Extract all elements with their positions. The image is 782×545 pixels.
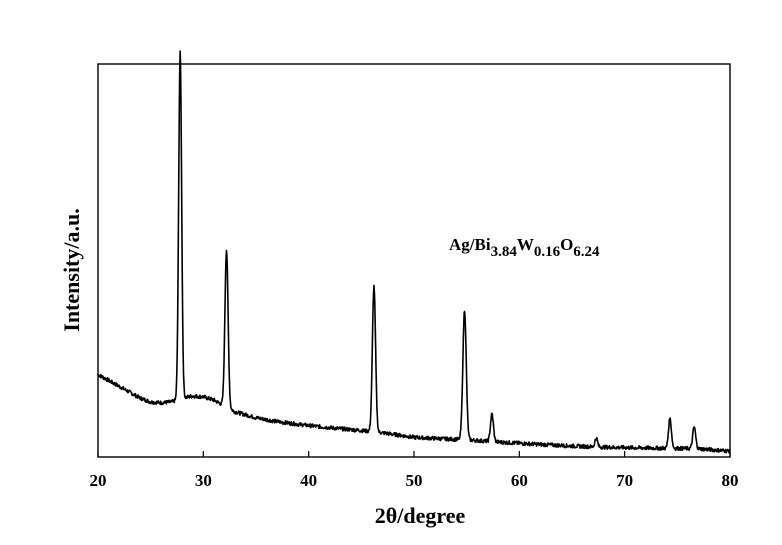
sample-label-text: O bbox=[560, 235, 573, 254]
y-axis-title: Intensity/a.u. bbox=[59, 208, 84, 331]
x-axis-title: 2θ/degree bbox=[375, 503, 466, 528]
sample-label: Ag/Bi3.84W0.16O6.24 bbox=[449, 235, 600, 260]
xrd-pattern-line bbox=[97, 50, 731, 454]
x-tick-label: 80 bbox=[722, 471, 739, 490]
x-tick-label: 20 bbox=[90, 471, 107, 490]
plot-frame bbox=[97, 63, 731, 458]
x-axis-ticks: 20 30 40 50 60 70 80 bbox=[90, 451, 739, 490]
x-tick-label: 30 bbox=[195, 471, 212, 490]
x-tick-label: 60 bbox=[511, 471, 528, 490]
sample-label-text: Ag/Bi bbox=[449, 235, 491, 254]
sample-label-text: W bbox=[517, 235, 534, 254]
x-tick-label: 40 bbox=[300, 471, 317, 490]
x-tick-label: 50 bbox=[406, 471, 423, 490]
sample-label-subscript: 6.24 bbox=[573, 244, 600, 260]
x-tick-label: 70 bbox=[616, 471, 633, 490]
sample-label-subscript: 0.16 bbox=[534, 244, 561, 260]
sample-label-subscript: 3.84 bbox=[491, 244, 518, 260]
